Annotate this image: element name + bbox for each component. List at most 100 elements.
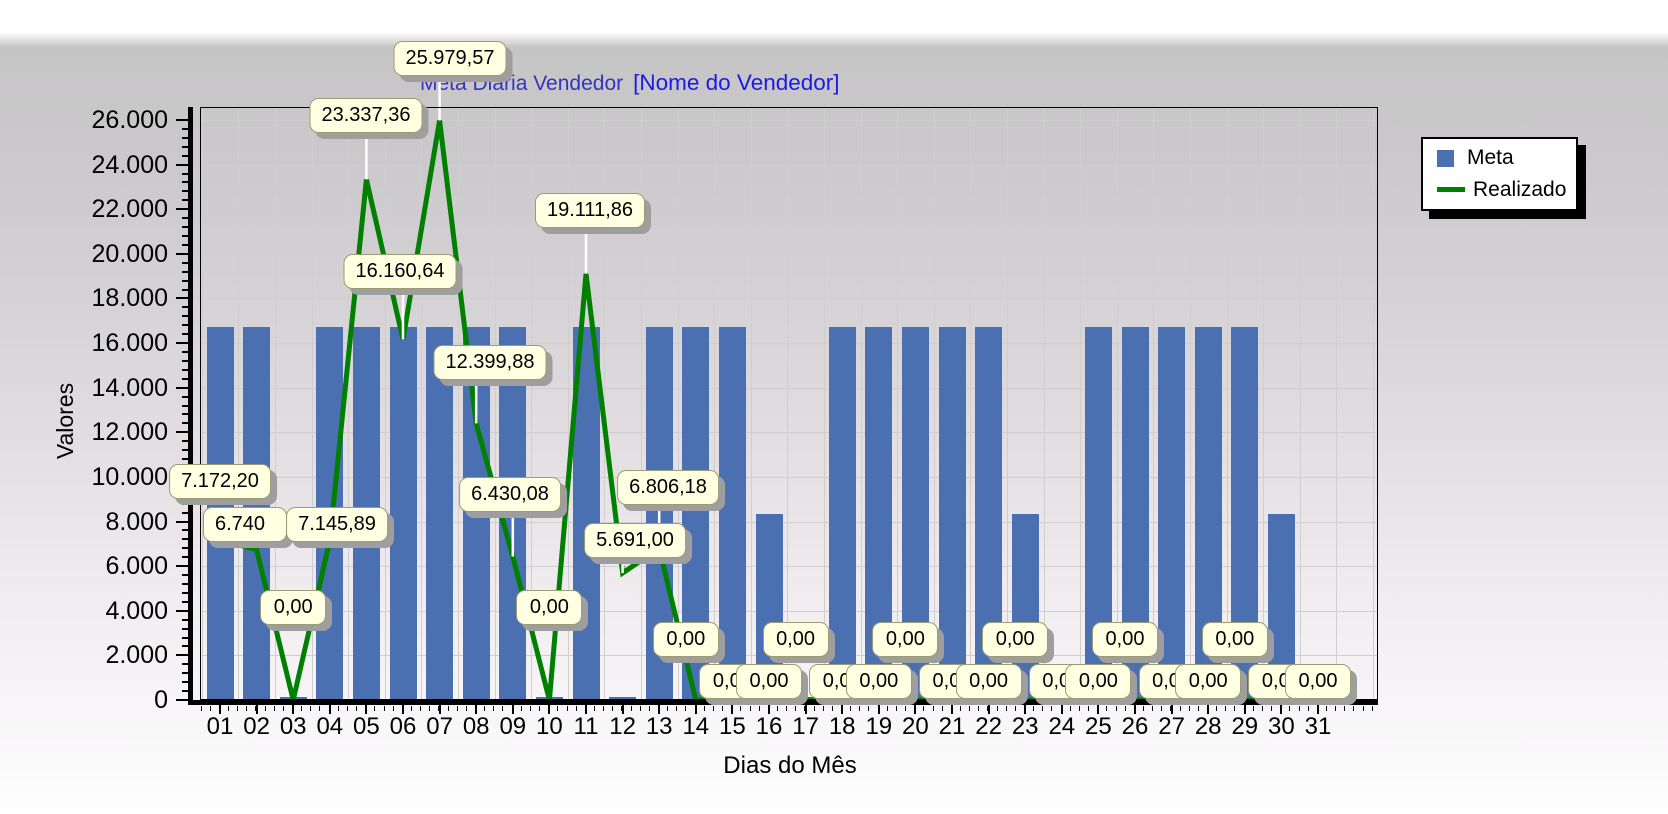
x-minor-tick — [712, 706, 714, 711]
x-minor-tick — [1069, 706, 1071, 711]
x-tick-label: 24 — [1048, 713, 1076, 740]
y-minor-tick — [182, 368, 188, 371]
x-minor-tick — [749, 706, 751, 711]
y-minor-tick — [182, 279, 188, 282]
x-tick — [841, 705, 844, 714]
callout-day-31: 0,00 — [1285, 664, 1351, 699]
x-minor-tick — [923, 706, 925, 711]
x-tick — [951, 705, 953, 714]
x-tick — [621, 705, 624, 714]
x-minor-tick — [959, 706, 961, 711]
y-tick-label: 20.000 — [91, 239, 168, 268]
x-tick — [475, 705, 478, 714]
x-minor-tick — [200, 706, 202, 711]
y-minor-tick — [182, 422, 188, 425]
x-tick-label: 17 — [792, 713, 819, 740]
x-minor-tick — [593, 706, 595, 711]
callout-day-13: 6.806,18 — [617, 470, 719, 505]
x-minor-tick — [1005, 706, 1007, 711]
legend: Meta Realizado — [1421, 137, 1578, 211]
callout-day-03: 0,00 — [260, 590, 327, 625]
x-tick-label: 27 — [1158, 713, 1185, 740]
x-tick-label: 25 — [1085, 713, 1112, 740]
x-minor-tick — [557, 706, 559, 711]
y-minor-tick — [182, 600, 188, 603]
callout-day-17: 0,00 — [762, 622, 829, 657]
y-tick — [176, 609, 188, 612]
y-minor-tick — [182, 181, 188, 184]
y-tick-label: 24.000 — [91, 150, 168, 179]
callout-day-08: 12.399,88 — [433, 345, 547, 380]
x-tick — [585, 705, 587, 714]
x-minor-tick — [420, 706, 422, 711]
callout-day-29: 0,00 — [1201, 622, 1268, 657]
x-minor-tick — [1362, 706, 1364, 711]
y-minor-tick — [182, 377, 188, 380]
x-tick-label: 31 — [1304, 713, 1332, 740]
callout-day-12: 5.691,00 — [584, 523, 686, 558]
x-tick — [804, 705, 807, 714]
x-minor-tick — [502, 706, 504, 711]
x-minor-tick — [905, 706, 907, 711]
x-minor-tick — [813, 706, 815, 711]
x-tick — [1134, 705, 1136, 714]
x-tick-label: 10 — [536, 713, 563, 740]
x-minor-tick — [310, 706, 312, 711]
x-minor-tick — [1335, 706, 1337, 711]
y-minor-tick — [182, 288, 188, 291]
x-minor-tick — [1142, 706, 1144, 711]
x-minor-tick — [978, 706, 980, 711]
x-minor-tick — [740, 706, 742, 711]
x-minor-tick — [447, 706, 449, 711]
y-tick-label: 8.000 — [105, 507, 168, 536]
y-minor-tick — [182, 449, 188, 452]
y-minor-tick — [182, 127, 188, 130]
callout-day-16: 0,00 — [736, 664, 802, 699]
y-minor-tick — [182, 145, 188, 148]
y-tick — [176, 654, 188, 657]
x-minor-tick — [1225, 706, 1227, 711]
x-minor-tick — [1325, 706, 1327, 711]
gridline-v — [201, 108, 203, 699]
y-tick — [176, 252, 188, 255]
x-tick — [402, 705, 404, 714]
y-minor-tick — [182, 663, 188, 666]
y-minor-tick — [182, 306, 188, 309]
x-tick — [987, 705, 990, 714]
y-minor-tick — [182, 645, 188, 648]
legend-label-meta: Meta — [1467, 146, 1514, 170]
x-tick-label: 14 — [682, 713, 710, 740]
callout-day-28: 0,00 — [1175, 664, 1242, 699]
x-minor-tick — [246, 706, 248, 711]
x-minor-tick — [1353, 706, 1355, 711]
y-axis-line — [188, 107, 193, 705]
x-tick — [768, 705, 770, 714]
y-tick — [176, 386, 188, 389]
y-minor-tick — [182, 591, 188, 594]
x-minor-tick — [264, 706, 266, 711]
meta-bar-swatch-icon — [1437, 149, 1454, 167]
x-tick-label: 09 — [499, 713, 527, 740]
x-minor-tick — [1179, 706, 1181, 711]
x-minor-tick — [1261, 706, 1263, 711]
x-tick-label: 16 — [755, 713, 783, 740]
x-tick — [1280, 705, 1283, 714]
y-minor-tick — [182, 333, 188, 336]
y-minor-tick — [182, 359, 188, 362]
y-tick — [176, 163, 188, 166]
x-tick-label: 28 — [1194, 713, 1222, 740]
legend-item-realizado: Realizado — [1437, 178, 1576, 202]
x-tick-label: 05 — [353, 713, 380, 740]
x-minor-tick — [1197, 706, 1199, 711]
y-tick — [176, 699, 188, 701]
x-minor-tick — [465, 706, 467, 711]
y-minor-tick — [182, 315, 188, 318]
x-minor-tick — [969, 706, 971, 711]
x-minor-tick — [575, 706, 577, 711]
x-minor-tick — [227, 706, 229, 711]
y-minor-tick — [182, 270, 188, 273]
y-tick-label: 0 — [154, 686, 168, 714]
x-tick — [1243, 705, 1246, 714]
x-tick-label: 04 — [316, 713, 344, 740]
x-minor-tick — [346, 706, 348, 711]
